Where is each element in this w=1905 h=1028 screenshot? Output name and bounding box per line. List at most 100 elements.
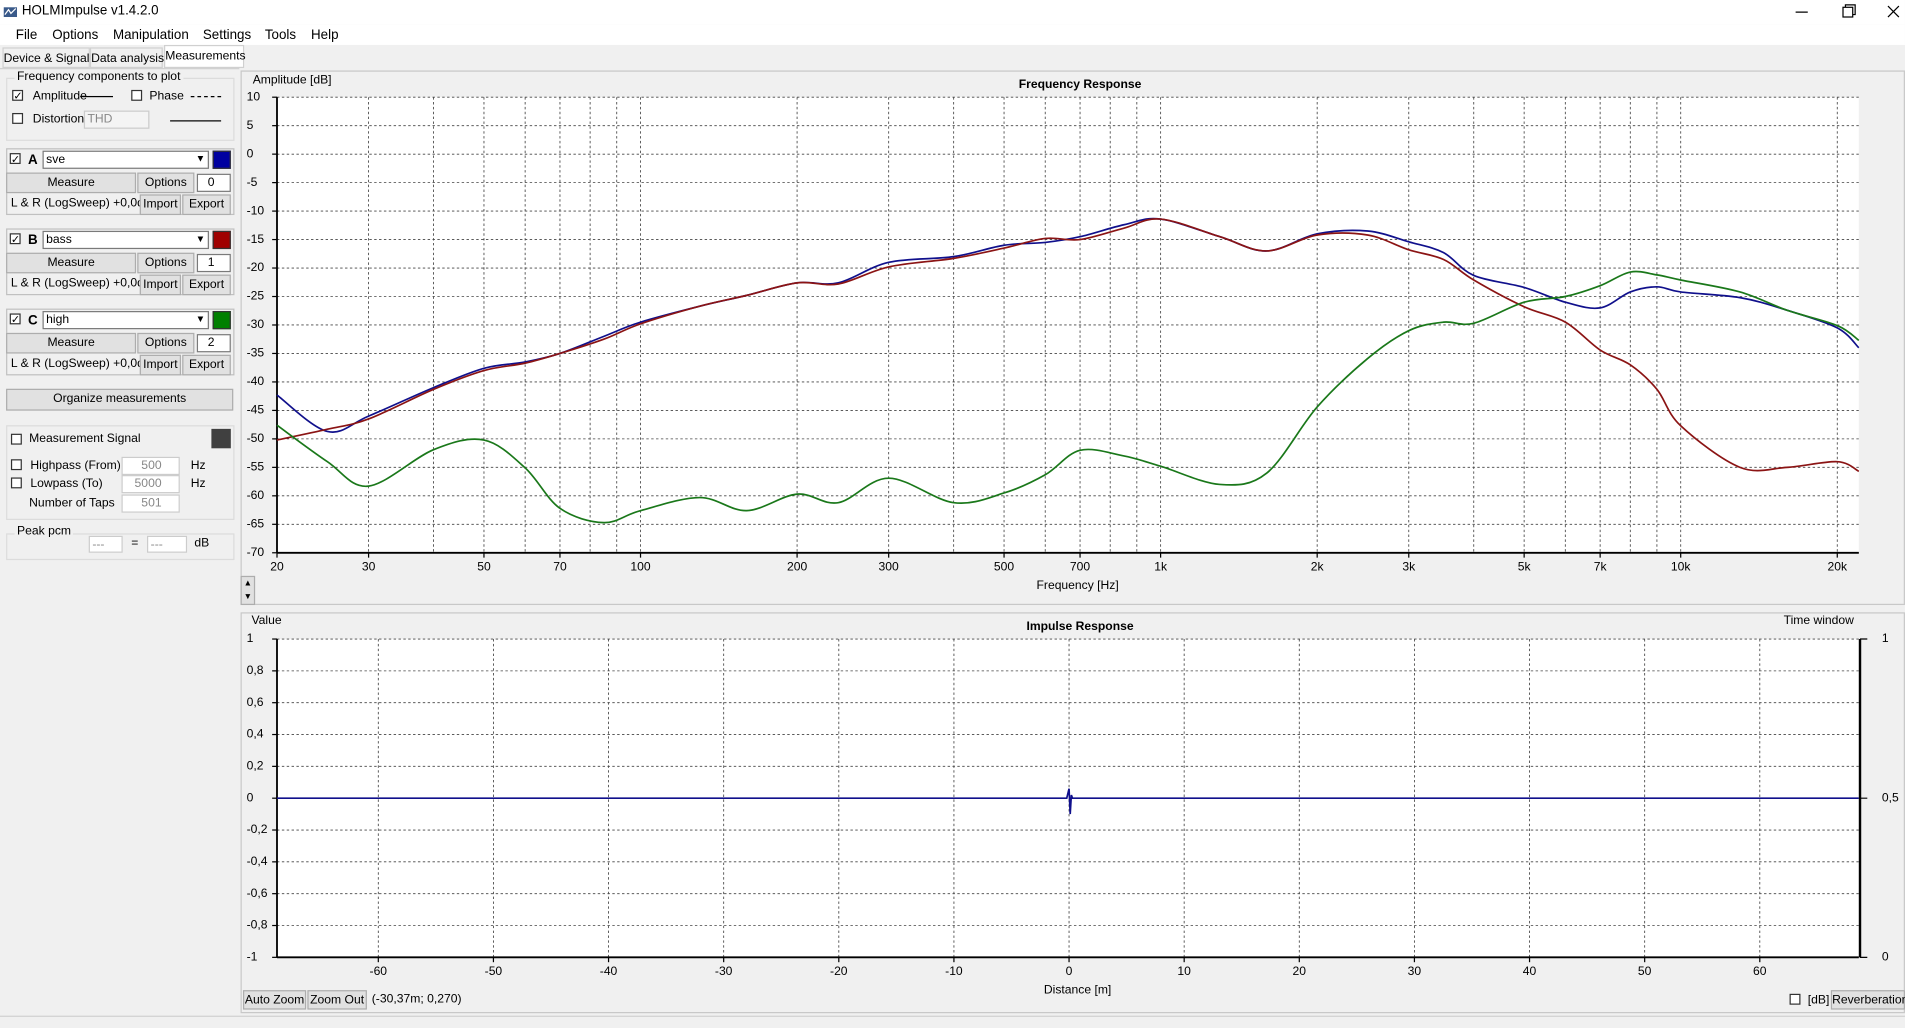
measurement-color[interactable] <box>212 230 231 250</box>
db-label: [dB] <box>1807 993 1830 1008</box>
y-tick-label: -1 <box>247 950 258 964</box>
x-tick-label: -40 <box>600 964 618 978</box>
y-tick-label: -45 <box>247 403 265 417</box>
y-tick-label: -50 <box>247 431 265 445</box>
amplitude-label: Amplitude <box>32 89 87 104</box>
measurement-name[interactable]: sve <box>42 150 209 169</box>
menu-item[interactable]: Tools <box>264 27 297 43</box>
highpass-checkbox[interactable] <box>10 459 22 471</box>
y-tick-label: -15 <box>247 232 265 246</box>
y2-tick-label: 1 <box>1882 631 1889 645</box>
x-tick-label: 300 <box>879 560 899 574</box>
menu-item[interactable]: Manipulation <box>112 27 189 43</box>
signal-checkbox[interactable] <box>10 433 22 445</box>
reverberation-button[interactable]: Reverberation <box>1830 990 1905 1010</box>
measurement-index[interactable]: 1 <box>196 253 231 273</box>
x-tick-label: 40 <box>1523 964 1537 978</box>
window-controls[interactable] <box>1786 0 1905 24</box>
organize-button[interactable]: Organize measurements <box>6 388 234 411</box>
export-button[interactable]: Export <box>182 194 231 216</box>
x-tick-label: -20 <box>830 964 848 978</box>
x-tick-label: 20k <box>1827 560 1847 574</box>
y-tick-label: -30 <box>247 317 265 331</box>
measure-button[interactable]: Measure <box>6 332 137 354</box>
x-tick-label: 70 <box>553 560 567 574</box>
measurement-color[interactable] <box>212 150 231 169</box>
measurement-letter: A <box>27 153 38 168</box>
phase-checkbox[interactable] <box>131 89 143 101</box>
menu-item[interactable]: File <box>15 27 38 43</box>
menu-item[interactable]: Options <box>52 27 99 43</box>
x-tick-label: 50 <box>477 560 491 574</box>
unit-label: Hz <box>190 459 206 473</box>
peak-left: --- <box>88 535 123 553</box>
y-tick-label: 0,8 <box>247 663 264 677</box>
dropdown-arrow[interactable]: ▼ <box>195 153 206 165</box>
lowpass-checkbox[interactable] <box>10 477 22 489</box>
cursor-readout: (-30,37m; 0,270) <box>371 992 462 1006</box>
menu-item[interactable]: Help <box>311 27 339 43</box>
dropdown-arrow[interactable]: ▼ <box>195 313 206 325</box>
options-button[interactable]: Options <box>137 172 195 194</box>
measurement-checkbox[interactable]: ✓ <box>9 153 21 166</box>
distortion-checkbox[interactable] <box>12 112 24 124</box>
measurement-index[interactable]: 0 <box>196 173 231 192</box>
lowpass-input[interactable]: 5000 <box>121 475 180 494</box>
y-tick-label: -55 <box>247 460 265 474</box>
measurement-checkbox[interactable]: ✓ <box>9 313 21 326</box>
splitter-arrows[interactable]: ▲ ▼ <box>240 575 256 606</box>
taps-input[interactable]: 501 <box>121 494 180 513</box>
import-button[interactable]: Import <box>139 354 182 376</box>
measurement-checkbox[interactable]: ✓ <box>9 233 21 246</box>
measurement-name[interactable]: high <box>42 311 209 330</box>
measure-button[interactable]: Measure <box>6 172 137 194</box>
x-tick-label: 10k <box>1671 560 1691 574</box>
tab-border <box>0 68 240 70</box>
signal-color[interactable] <box>211 428 231 449</box>
x-tick-label: 2k <box>1311 560 1325 574</box>
measure-button[interactable]: Measure <box>6 252 137 274</box>
y2-tick-label: 0,5 <box>1882 790 1899 804</box>
import-button[interactable]: Import <box>139 274 182 296</box>
amplitude-checkbox[interactable]: ✓ <box>12 89 24 103</box>
lowpass-label: Lowpass (To) <box>30 477 103 491</box>
y-tick-label: -0,4 <box>247 854 268 868</box>
plot-area <box>276 97 1859 553</box>
y-tick-label: 1 <box>247 631 254 645</box>
x-tick-label: -60 <box>370 964 388 978</box>
distortion-label: Distortion <box>32 112 85 127</box>
taps-label: Number of Taps <box>29 496 115 511</box>
options-button[interactable]: Options <box>137 252 195 274</box>
chart-title: Frequency Response <box>1019 77 1142 91</box>
highpass-input[interactable]: 500 <box>121 456 180 476</box>
y-axis-label: Value <box>251 613 281 627</box>
x-tick-label: 500 <box>994 560 1014 574</box>
tab[interactable]: Data analysis <box>89 47 164 69</box>
db-checkbox[interactable] <box>1789 993 1801 1005</box>
peak-eq: = <box>131 536 139 551</box>
auto-zoom-button[interactable]: Auto Zoom <box>242 990 307 1010</box>
menu-item[interactable]: Settings <box>202 27 252 43</box>
tab[interactable]: Measurements <box>164 44 246 69</box>
zoom-out-button[interactable]: Zoom Out <box>307 990 367 1010</box>
options-button[interactable]: Options <box>137 332 195 354</box>
chart-title: Impulse Response <box>1026 619 1133 633</box>
x-tick-label: 200 <box>787 560 807 574</box>
export-button[interactable]: Export <box>182 274 231 296</box>
x-tick-label: 10 <box>1177 964 1191 978</box>
import-button[interactable]: Import <box>139 194 182 216</box>
measurement-index[interactable]: 2 <box>196 334 231 353</box>
export-button[interactable]: Export <box>182 354 231 376</box>
measurement-letter: C <box>27 313 38 329</box>
distortion-select[interactable]: THD <box>83 110 150 129</box>
series-line <box>276 788 1859 815</box>
tab[interactable]: Device & Signal <box>2 47 90 69</box>
measurement-color[interactable] <box>212 311 231 330</box>
x-tick-label: 700 <box>1070 560 1090 574</box>
phase-line <box>190 95 222 98</box>
measurement-name[interactable]: bass <box>42 230 209 250</box>
dropdown-arrow[interactable]: ▼ <box>195 233 206 245</box>
y-tick-label: -5 <box>247 175 258 189</box>
